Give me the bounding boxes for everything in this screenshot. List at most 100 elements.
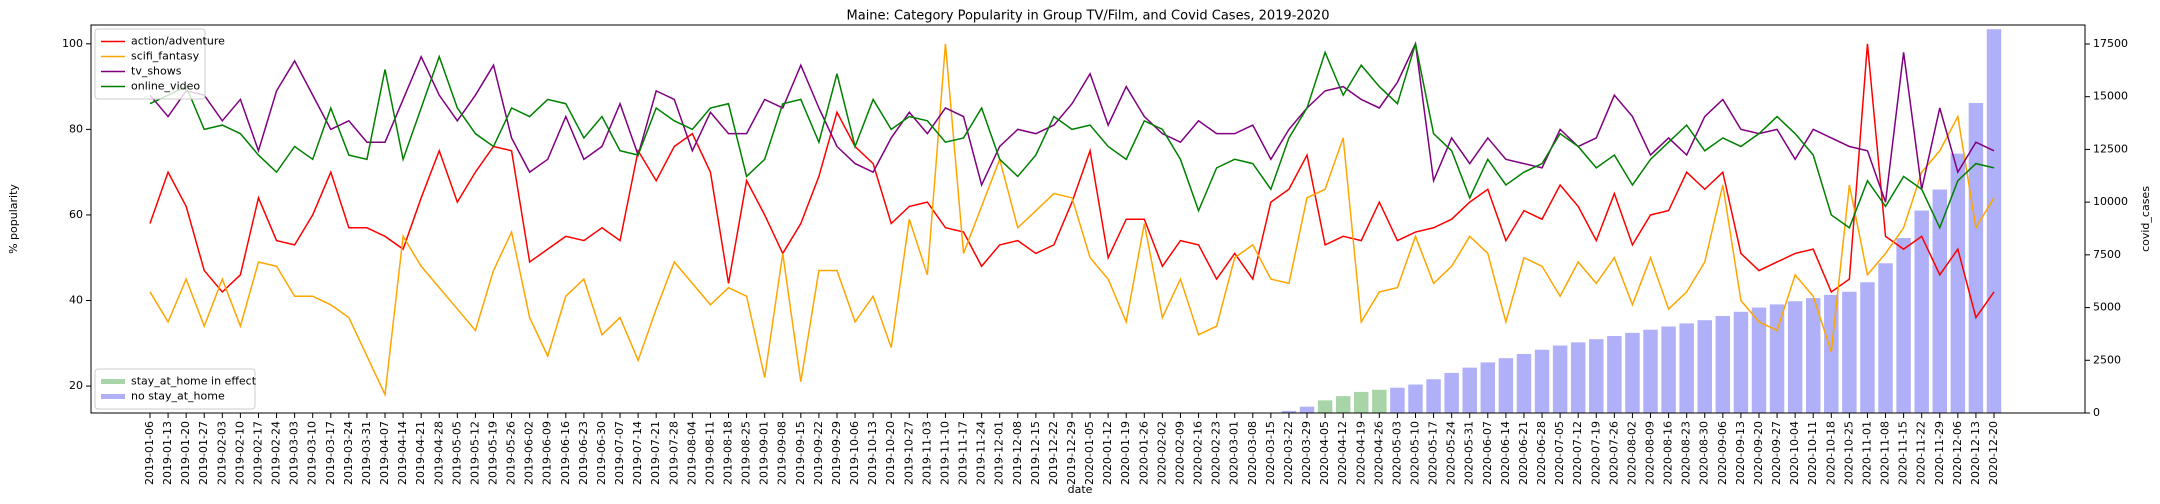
x-tick-label: 2019-08-25 <box>740 421 753 485</box>
x-tick-label: 2020-01-12 <box>1101 421 1114 485</box>
x-tick-label: 2019-12-22 <box>1047 421 1060 485</box>
bar <box>1643 329 1658 413</box>
x-tick-label: 2020-10-04 <box>1788 421 1801 485</box>
bar <box>1534 349 1550 413</box>
x-tick-label: 2019-03-10 <box>306 421 319 485</box>
x-tick-label: 2019-07-14 <box>631 421 644 485</box>
y-axis-label: % popularity <box>7 184 20 254</box>
x-tick-label: 2019-06-23 <box>577 421 590 485</box>
x-tick-label: 2020-07-19 <box>1589 421 1602 485</box>
x-tick-label: 2019-11-10 <box>938 421 951 485</box>
x-tick-label: 2019-01-20 <box>179 421 192 485</box>
x-tick-label: 2020-06-07 <box>1481 421 1494 485</box>
bar <box>1354 391 1369 413</box>
bar <box>1516 353 1532 413</box>
x-tick-label: 2020-07-05 <box>1553 421 1566 485</box>
bar <box>1281 410 1297 413</box>
x-tick-label: 2019-09-15 <box>794 421 807 485</box>
x-tick-label: 2019-02-17 <box>251 421 264 485</box>
x-tick-label: 2020-02-09 <box>1173 421 1186 485</box>
x-tick-label: 2020-02-02 <box>1155 421 1168 485</box>
x-tick-label: 2020-04-12 <box>1336 421 1349 485</box>
x-tick-label: 2020-05-24 <box>1445 421 1458 485</box>
x-tick-label: 2019-03-31 <box>360 421 373 485</box>
y-tick-label: 20 <box>69 379 83 392</box>
x-tick-label: 2019-05-12 <box>468 421 481 485</box>
x-tick-label: 2019-05-19 <box>486 421 499 485</box>
bar <box>1733 311 1749 413</box>
x-tick-label: 2020-06-21 <box>1517 421 1530 485</box>
x-tick-label: 2019-04-28 <box>432 421 445 485</box>
x-tick-label: 2020-06-28 <box>1535 421 1548 485</box>
y-tick-label: 100 <box>62 37 83 50</box>
x-tick-label: 2020-07-26 <box>1607 421 1620 485</box>
bar <box>1299 406 1315 413</box>
x-tick-label: 2020-03-08 <box>1246 421 1259 485</box>
y2-tick-label: 12500 <box>2093 142 2128 155</box>
bar <box>1317 400 1333 413</box>
bar <box>1661 326 1676 413</box>
x-tick-label: 2020-01-05 <box>1083 421 1096 485</box>
bar <box>1697 320 1712 413</box>
x-tick-label: 2019-12-08 <box>1011 421 1024 485</box>
bar <box>1426 379 1441 413</box>
bar <box>1552 345 1568 413</box>
bar <box>1390 387 1405 413</box>
y2-tick-label: 17500 <box>2093 37 2128 50</box>
y2-tick-label: 0 <box>2093 406 2100 419</box>
y-tick-label: 60 <box>69 208 83 221</box>
x-tick-label: 2019-05-05 <box>450 421 463 485</box>
x-tick-label: 2020-04-05 <box>1318 421 1331 485</box>
x-tick-label: 2019-07-21 <box>649 421 662 485</box>
x-tick-label: 2019-01-13 <box>161 421 174 485</box>
x-tick-label: 2020-12-20 <box>1987 421 2000 485</box>
x-tick-label: 2019-09-08 <box>776 421 789 485</box>
x-tick-label: 2020-04-26 <box>1372 421 1385 485</box>
x-tick-label: 2020-11-22 <box>1915 421 1928 485</box>
x-tick-label: 2019-06-09 <box>541 421 554 485</box>
bar <box>1805 298 1821 413</box>
x-tick-label: 2019-12-01 <box>993 421 1006 485</box>
bar <box>1787 301 1803 413</box>
x-tick-label: 2020-03-01 <box>1228 421 1241 485</box>
x-tick-label: 2019-08-04 <box>685 421 698 485</box>
bar <box>1968 103 1984 414</box>
x-tick-label: 2019-10-27 <box>902 421 915 485</box>
bar <box>1589 339 1604 413</box>
line-series <box>149 43 1995 398</box>
x-tick-label: 2020-10-25 <box>1842 421 1855 485</box>
x-tick-label: 2020-09-27 <box>1770 421 1783 485</box>
x-tick-label: 2020-08-30 <box>1698 421 1711 485</box>
x-tick-label: 2020-11-15 <box>1897 421 1910 485</box>
x-tick-label: 2020-11-01 <box>1860 421 1873 485</box>
x-tick-label: 2019-03-17 <box>324 421 337 485</box>
x-tick-label: 2020-09-06 <box>1716 421 1729 485</box>
x-tick-label: 2019-12-29 <box>1065 421 1078 485</box>
line-series <box>149 43 1995 230</box>
bar <box>1444 372 1459 413</box>
x-tick-label: 2020-03-29 <box>1300 421 1313 485</box>
x-tick-label: 2020-05-03 <box>1390 421 1403 485</box>
bar <box>1498 358 1514 413</box>
bar <box>1842 291 1857 413</box>
x-tick-label: 2020-12-13 <box>1969 421 1982 485</box>
x-tick-label: 2019-11-03 <box>920 421 933 485</box>
x-tick-label: 2019-04-21 <box>414 421 427 485</box>
x-tick-label: 2020-09-20 <box>1752 421 1765 485</box>
x-tick-label: 2020-07-12 <box>1571 421 1584 485</box>
x-tick-label: 2019-06-30 <box>595 421 608 485</box>
x-tick-label: 2020-06-14 <box>1499 421 1512 485</box>
x-tick-label: 2020-03-15 <box>1264 421 1277 485</box>
x-tick-label: 2020-05-31 <box>1463 421 1476 485</box>
y2-tick-label: 15000 <box>2093 90 2128 103</box>
bar <box>1950 153 1966 413</box>
x-tick-label: 2020-02-23 <box>1210 421 1223 485</box>
x-tick-label: 2020-11-29 <box>1933 421 1946 485</box>
plot-frame <box>90 24 2086 414</box>
bar <box>1607 336 1622 413</box>
line-series <box>149 41 1995 203</box>
y2-tick-label: 2500 <box>2093 353 2121 366</box>
bar <box>1824 294 1839 413</box>
x-tick-label: 2019-01-06 <box>143 421 156 485</box>
